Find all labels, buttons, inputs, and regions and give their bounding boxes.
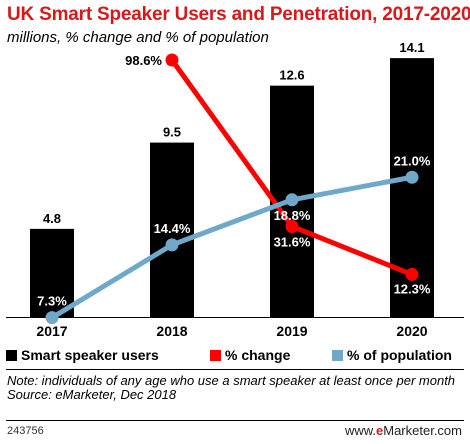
bar-2017: [30, 228, 74, 317]
chart-subtitle: millions, % change and % of population: [7, 29, 269, 46]
population-label-2019: 18.8%: [274, 208, 311, 223]
population-point-2020: [405, 170, 419, 184]
legend-swatch-change: [210, 350, 221, 361]
change-point-2019: [285, 219, 299, 233]
x-tick-2017: 2017: [36, 323, 67, 339]
source-text: Source: eMarketer, Dec 2018: [7, 387, 177, 402]
bar-2018: [150, 142, 194, 317]
brand-prefix: www.: [344, 423, 377, 438]
bar-label-2020: 14.1: [399, 40, 424, 55]
legend-label-users: Smart speaker users: [21, 347, 159, 363]
legend-swatch-population: [332, 350, 343, 361]
chart-plot: 4.8 9.5 12.6 14.1 2017 2018 2019 2020 98.6% 31.6%…: [6, 40, 464, 339]
brand-link[interactable]: www.eMarketer.com: [345, 423, 462, 438]
note-text: Note: individuals of any age who use a s…: [7, 373, 456, 388]
legend-item-population: % of population: [332, 347, 452, 363]
divider-top: [6, 369, 464, 370]
change-label-2020: 12.3%: [394, 281, 431, 296]
population-point-2019: [285, 193, 299, 207]
population-label-2018: 14.4%: [154, 221, 191, 236]
population-point-2017: [45, 311, 59, 325]
bar-label-2017: 4.8: [43, 211, 61, 226]
change-label-2018: 98.6%: [125, 53, 162, 68]
legend-item-users: Smart speaker users: [6, 347, 159, 363]
population-point-2018: [165, 238, 179, 252]
change-point-2020: [405, 267, 419, 281]
bar-label-2019: 12.6: [279, 68, 304, 83]
change-label-2019: 31.6%: [274, 234, 311, 249]
legend-label-change: % change: [225, 347, 291, 363]
chart-id: 243756: [7, 425, 44, 437]
divider-bottom: [6, 420, 464, 421]
bar-label-2018: 9.5: [163, 125, 181, 140]
x-tick-2018: 2018: [156, 323, 187, 339]
brand-e: e: [376, 423, 384, 438]
legend: Smart speaker users % change % of popula…: [6, 347, 470, 365]
chart-note: Note: individuals of any age who use a s…: [7, 374, 457, 402]
population-label-2020: 21.0%: [394, 153, 431, 168]
legend-swatch-users: [6, 350, 17, 361]
change-point-2018: [165, 53, 179, 67]
chart-title: UK Smart Speaker Users and Penetration, …: [7, 4, 470, 25]
x-tick-2019: 2019: [276, 323, 307, 339]
population-line: [49, 174, 415, 321]
legend-label-population: % of population: [347, 347, 452, 363]
population-label-2017: 7.3%: [37, 294, 67, 309]
x-tick-2020: 2020: [396, 323, 427, 339]
brand-suffix: Marketer.com: [383, 423, 462, 438]
legend-item-change: % change: [210, 347, 290, 363]
